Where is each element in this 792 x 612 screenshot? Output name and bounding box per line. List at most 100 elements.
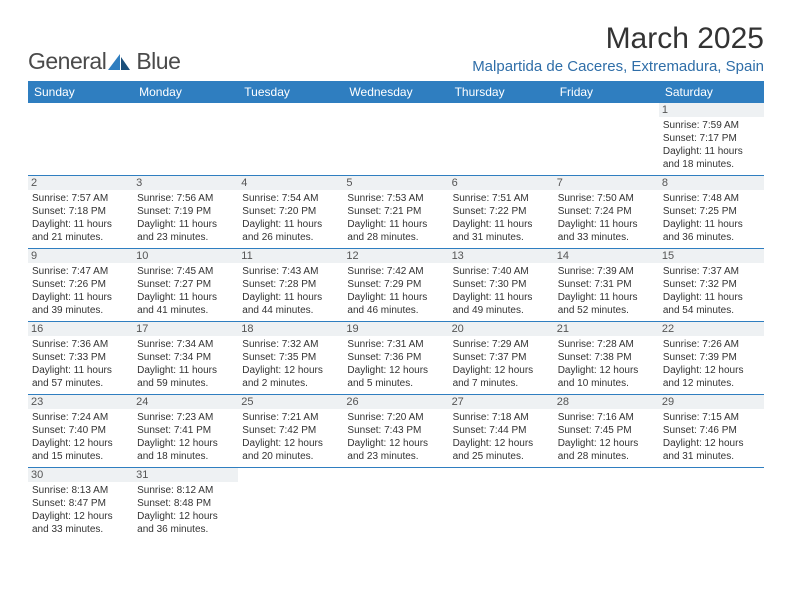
calendar-cell	[343, 468, 448, 541]
day-number: 28	[554, 395, 659, 409]
calendar-cell: 19Sunrise: 7:31 AMSunset: 7:36 PMDayligh…	[343, 322, 448, 395]
page-title: March 2025	[472, 22, 764, 56]
day-info: Sunrise: 7:47 AMSunset: 7:26 PMDaylight:…	[32, 265, 129, 317]
calendar-cell: 9Sunrise: 7:47 AMSunset: 7:26 PMDaylight…	[28, 249, 133, 322]
day-number: 3	[133, 176, 238, 190]
day-number: 21	[554, 322, 659, 336]
weekday-header: Wednesday	[343, 81, 448, 103]
weekday-header: Tuesday	[238, 81, 343, 103]
day-info: Sunrise: 7:29 AMSunset: 7:37 PMDaylight:…	[453, 338, 550, 390]
day-number: 31	[133, 468, 238, 482]
day-info: Sunrise: 7:23 AMSunset: 7:41 PMDaylight:…	[137, 411, 234, 463]
day-number: 17	[133, 322, 238, 336]
day-number: 14	[554, 249, 659, 263]
calendar-cell: 11 Sunrise: 7:43 AMSunset: 7:28 PMDayligh…	[238, 249, 343, 322]
day-number: 7	[554, 176, 659, 190]
calendar-cell: 2 Sunrise: 7:57 AMSunset: 7:18 PMDaylight…	[28, 176, 133, 249]
day-info: Sunrise: 7:53 AMSunset: 7:21 PMDaylight:…	[347, 192, 444, 244]
day-info: Sunrise: 8:13 AMSunset: 8:47 PMDaylight:…	[32, 484, 129, 536]
calendar-cell: 20 Sunrise: 7:29 AMSunset: 7:37 PMDayligh…	[449, 322, 554, 395]
day-number: 2	[28, 176, 133, 190]
calendar-cell: 12Sunrise: 7:42 AMSunset: 7:29 PMDayligh…	[343, 249, 448, 322]
day-info: Sunrise: 7:20 AMSunset: 7:43 PMDaylight:…	[347, 411, 444, 463]
day-info: Sunrise: 7:16 AMSunset: 7:45 PMDaylight:…	[558, 411, 655, 463]
calendar-cell: 26 Sunrise: 7:20 AMSunset: 7:43 PMDayligh…	[343, 395, 448, 468]
weekday-header: Friday	[554, 81, 659, 103]
calendar-cell	[343, 103, 448, 176]
day-info: Sunrise: 7:51 AMSunset: 7:22 PMDaylight:…	[453, 192, 550, 244]
day-info: Sunrise: 7:43 AMSunset: 7:28 PMDaylight:…	[242, 265, 339, 317]
day-number: 13	[449, 249, 554, 263]
weekday-header: Saturday	[659, 81, 764, 103]
calendar-cell: 25 Sunrise: 7:21 AMSunset: 7:42 PMDayligh…	[238, 395, 343, 468]
day-info: Sunrise: 7:15 AMSunset: 7:46 PMDaylight:…	[663, 411, 760, 463]
calendar-cell: 23Sunrise: 7:24 AMSunset: 7:40 PMDayligh…	[28, 395, 133, 468]
weekday-header-row: SundayMondayTuesdayWednesdayThursdayFrid…	[28, 81, 764, 103]
day-info: Sunrise: 7:45 AMSunset: 7:27 PMDaylight:…	[137, 265, 234, 317]
calendar-cell: 14 Sunrise: 7:39 AMSunset: 7:31 PMDayligh…	[554, 249, 659, 322]
calendar-table: SundayMondayTuesdayWednesdayThursdayFrid…	[28, 81, 764, 540]
calendar-cell	[28, 103, 133, 176]
logo-text-2: Blue	[136, 48, 180, 75]
day-info: Sunrise: 7:24 AMSunset: 7:40 PMDaylight:…	[32, 411, 129, 463]
calendar-cell: 29 Sunrise: 7:15 AMSunset: 7:46 PMDayligh…	[659, 395, 764, 468]
calendar-cell: 3 Sunrise: 7:56 AMSunset: 7:19 PMDaylight…	[133, 176, 238, 249]
calendar-cell: 10Sunrise: 7:45 AMSunset: 7:27 PMDayligh…	[133, 249, 238, 322]
calendar-cell	[449, 103, 554, 176]
day-number: 26	[343, 395, 448, 409]
day-number: 27	[449, 395, 554, 409]
calendar-cell: 22 Sunrise: 7:26 AMSunset: 7:39 PMDayligh…	[659, 322, 764, 395]
calendar-body: 1 Sunrise: 7:59 AMSunset: 7:17 PMDaylight…	[28, 103, 764, 540]
day-number: 20	[449, 322, 554, 336]
calendar-cell: 24 Sunrise: 7:23 AMSunset: 7:41 PMDayligh…	[133, 395, 238, 468]
day-info: Sunrise: 7:54 AMSunset: 7:20 PMDaylight:…	[242, 192, 339, 244]
day-info: Sunrise: 7:32 AMSunset: 7:35 PMDaylight:…	[242, 338, 339, 390]
day-info: Sunrise: 7:40 AMSunset: 7:30 PMDaylight:…	[453, 265, 550, 317]
day-number: 25	[238, 395, 343, 409]
day-info: Sunrise: 7:39 AMSunset: 7:31 PMDaylight:…	[558, 265, 655, 317]
weekday-header: Thursday	[449, 81, 554, 103]
calendar-cell	[554, 103, 659, 176]
day-info: Sunrise: 7:34 AMSunset: 7:34 PMDaylight:…	[137, 338, 234, 390]
day-number: 24	[133, 395, 238, 409]
day-number: 16	[28, 322, 133, 336]
day-info: Sunrise: 7:26 AMSunset: 7:39 PMDaylight:…	[663, 338, 760, 390]
day-number: 18	[238, 322, 343, 336]
day-info: Sunrise: 7:18 AMSunset: 7:44 PMDaylight:…	[453, 411, 550, 463]
day-number: 1	[659, 103, 764, 117]
calendar-cell	[659, 468, 764, 541]
day-number: 19	[343, 322, 448, 336]
calendar-cell	[449, 468, 554, 541]
calendar-week-row: 2 Sunrise: 7:57 AMSunset: 7:18 PMDaylight…	[28, 176, 764, 249]
logo: General Blue	[28, 48, 180, 75]
header: General Blue March 2025 Malpartida de Ca…	[28, 22, 764, 75]
day-info: Sunrise: 7:56 AMSunset: 7:19 PMDaylight:…	[137, 192, 234, 244]
day-number: 30	[28, 468, 133, 482]
calendar-cell: 15Sunrise: 7:37 AMSunset: 7:32 PMDayligh…	[659, 249, 764, 322]
day-info: Sunrise: 7:21 AMSunset: 7:42 PMDaylight:…	[242, 411, 339, 463]
calendar-cell: 8Sunrise: 7:48 AMSunset: 7:25 PMDaylight…	[659, 176, 764, 249]
day-number: 22	[659, 322, 764, 336]
day-info: Sunrise: 7:28 AMSunset: 7:38 PMDaylight:…	[558, 338, 655, 390]
calendar-cell: 18 Sunrise: 7:32 AMSunset: 7:35 PMDayligh…	[238, 322, 343, 395]
title-block: March 2025 Malpartida de Caceres, Extrem…	[472, 22, 764, 75]
calendar-cell: 7 Sunrise: 7:50 AMSunset: 7:24 PMDaylight…	[554, 176, 659, 249]
day-info: Sunrise: 8:12 AMSunset: 8:48 PMDaylight:…	[137, 484, 234, 536]
calendar-cell	[238, 103, 343, 176]
day-number: 11	[238, 249, 343, 263]
calendar-week-row: 23Sunrise: 7:24 AMSunset: 7:40 PMDayligh…	[28, 395, 764, 468]
calendar-cell: 4 Sunrise: 7:54 AMSunset: 7:20 PMDaylight…	[238, 176, 343, 249]
location-text: Malpartida de Caceres, Extremadura, Spai…	[472, 58, 764, 75]
calendar-cell: 30 Sunrise: 8:13 AMSunset: 8:47 PMDayligh…	[28, 468, 133, 541]
day-info: Sunrise: 7:59 AMSunset: 7:17 PMDaylight:…	[663, 119, 760, 171]
day-info: Sunrise: 7:57 AMSunset: 7:18 PMDaylight:…	[32, 192, 129, 244]
day-number: 29	[659, 395, 764, 409]
day-number: 4	[238, 176, 343, 190]
day-info: Sunrise: 7:48 AMSunset: 7:25 PMDaylight:…	[663, 192, 760, 244]
calendar-cell: 6Sunrise: 7:51 AMSunset: 7:22 PMDaylight…	[449, 176, 554, 249]
calendar-cell	[133, 103, 238, 176]
day-info: Sunrise: 7:36 AMSunset: 7:33 PMDaylight:…	[32, 338, 129, 390]
day-info: Sunrise: 7:50 AMSunset: 7:24 PMDaylight:…	[558, 192, 655, 244]
calendar-week-row: 16 Sunrise: 7:36 AMSunset: 7:33 PMDayligh…	[28, 322, 764, 395]
calendar-cell: 13 Sunrise: 7:40 AMSunset: 7:30 PMDayligh…	[449, 249, 554, 322]
